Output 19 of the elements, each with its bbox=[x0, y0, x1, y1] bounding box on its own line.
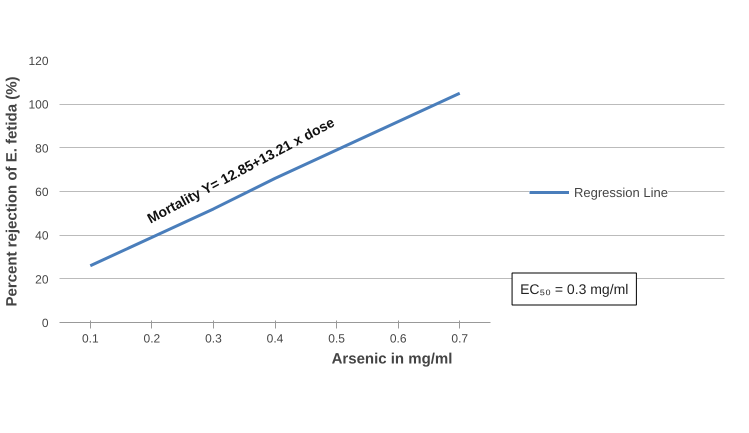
x-tick-label: 0.1 bbox=[82, 332, 99, 346]
y-tick-label: 100 bbox=[28, 98, 49, 112]
y-tick-label: 0 bbox=[42, 316, 49, 330]
y-axis-title: Percent rejection of E. fetida (%) bbox=[3, 76, 20, 307]
x-tick-label: 0.2 bbox=[144, 332, 161, 346]
y-tick-label: 20 bbox=[35, 272, 49, 286]
x-tick-label: 0.4 bbox=[266, 332, 284, 346]
y-tick-label: 40 bbox=[35, 228, 49, 243]
x-tick-label: 0.5 bbox=[328, 332, 346, 346]
text: EC₅₀ = 0.3 mg/ml bbox=[520, 281, 628, 298]
y-tick-label: 120 bbox=[28, 54, 49, 68]
y-tick-label: 60 bbox=[35, 185, 49, 199]
x-tick-label: 0.6 bbox=[390, 332, 407, 346]
x-axis-title: Arsenic in mg/ml bbox=[332, 350, 452, 368]
legend-label: Regression Line bbox=[574, 184, 668, 200]
x-tick-label: 0.3 bbox=[205, 332, 222, 346]
line-series bbox=[88, 92, 462, 268]
y-tick-label: 80 bbox=[35, 141, 49, 156]
x-tick-label: 0.7 bbox=[451, 332, 468, 346]
